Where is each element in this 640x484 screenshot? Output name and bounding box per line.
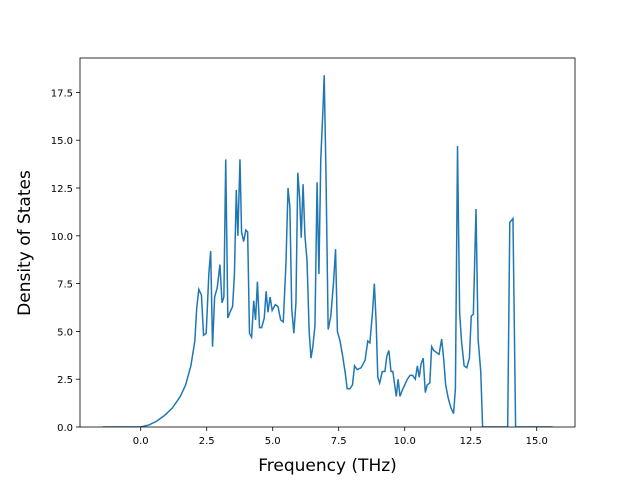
y-axis-label: Density of States	[15, 170, 35, 316]
x-tick-label: 12.5	[460, 436, 482, 447]
y-tick-label: 15.0	[51, 136, 73, 147]
y-tick-label: 5.0	[57, 327, 73, 338]
x-tick-label: 10.0	[394, 436, 416, 447]
line	[102, 75, 553, 427]
x-tick-label: 7.5	[331, 436, 347, 447]
y-tick-label: 0.0	[57, 423, 73, 434]
x-tick-label: 0.0	[133, 436, 149, 447]
x-tick-label: 15.0	[526, 436, 548, 447]
x-tick-label: 2.5	[199, 436, 215, 447]
y-tick-label: 12.5	[51, 184, 73, 195]
y-tick-label: 7.5	[57, 280, 73, 291]
y-tick-label: 17.5	[51, 88, 73, 99]
x-tick-label: 5.0	[265, 436, 281, 447]
plot-frame	[79, 57, 576, 428]
x-axis-label: Frequency (THz)	[258, 456, 397, 476]
y-tick-label: 2.5	[57, 375, 73, 386]
y-tick-label: 10.0	[51, 232, 73, 243]
